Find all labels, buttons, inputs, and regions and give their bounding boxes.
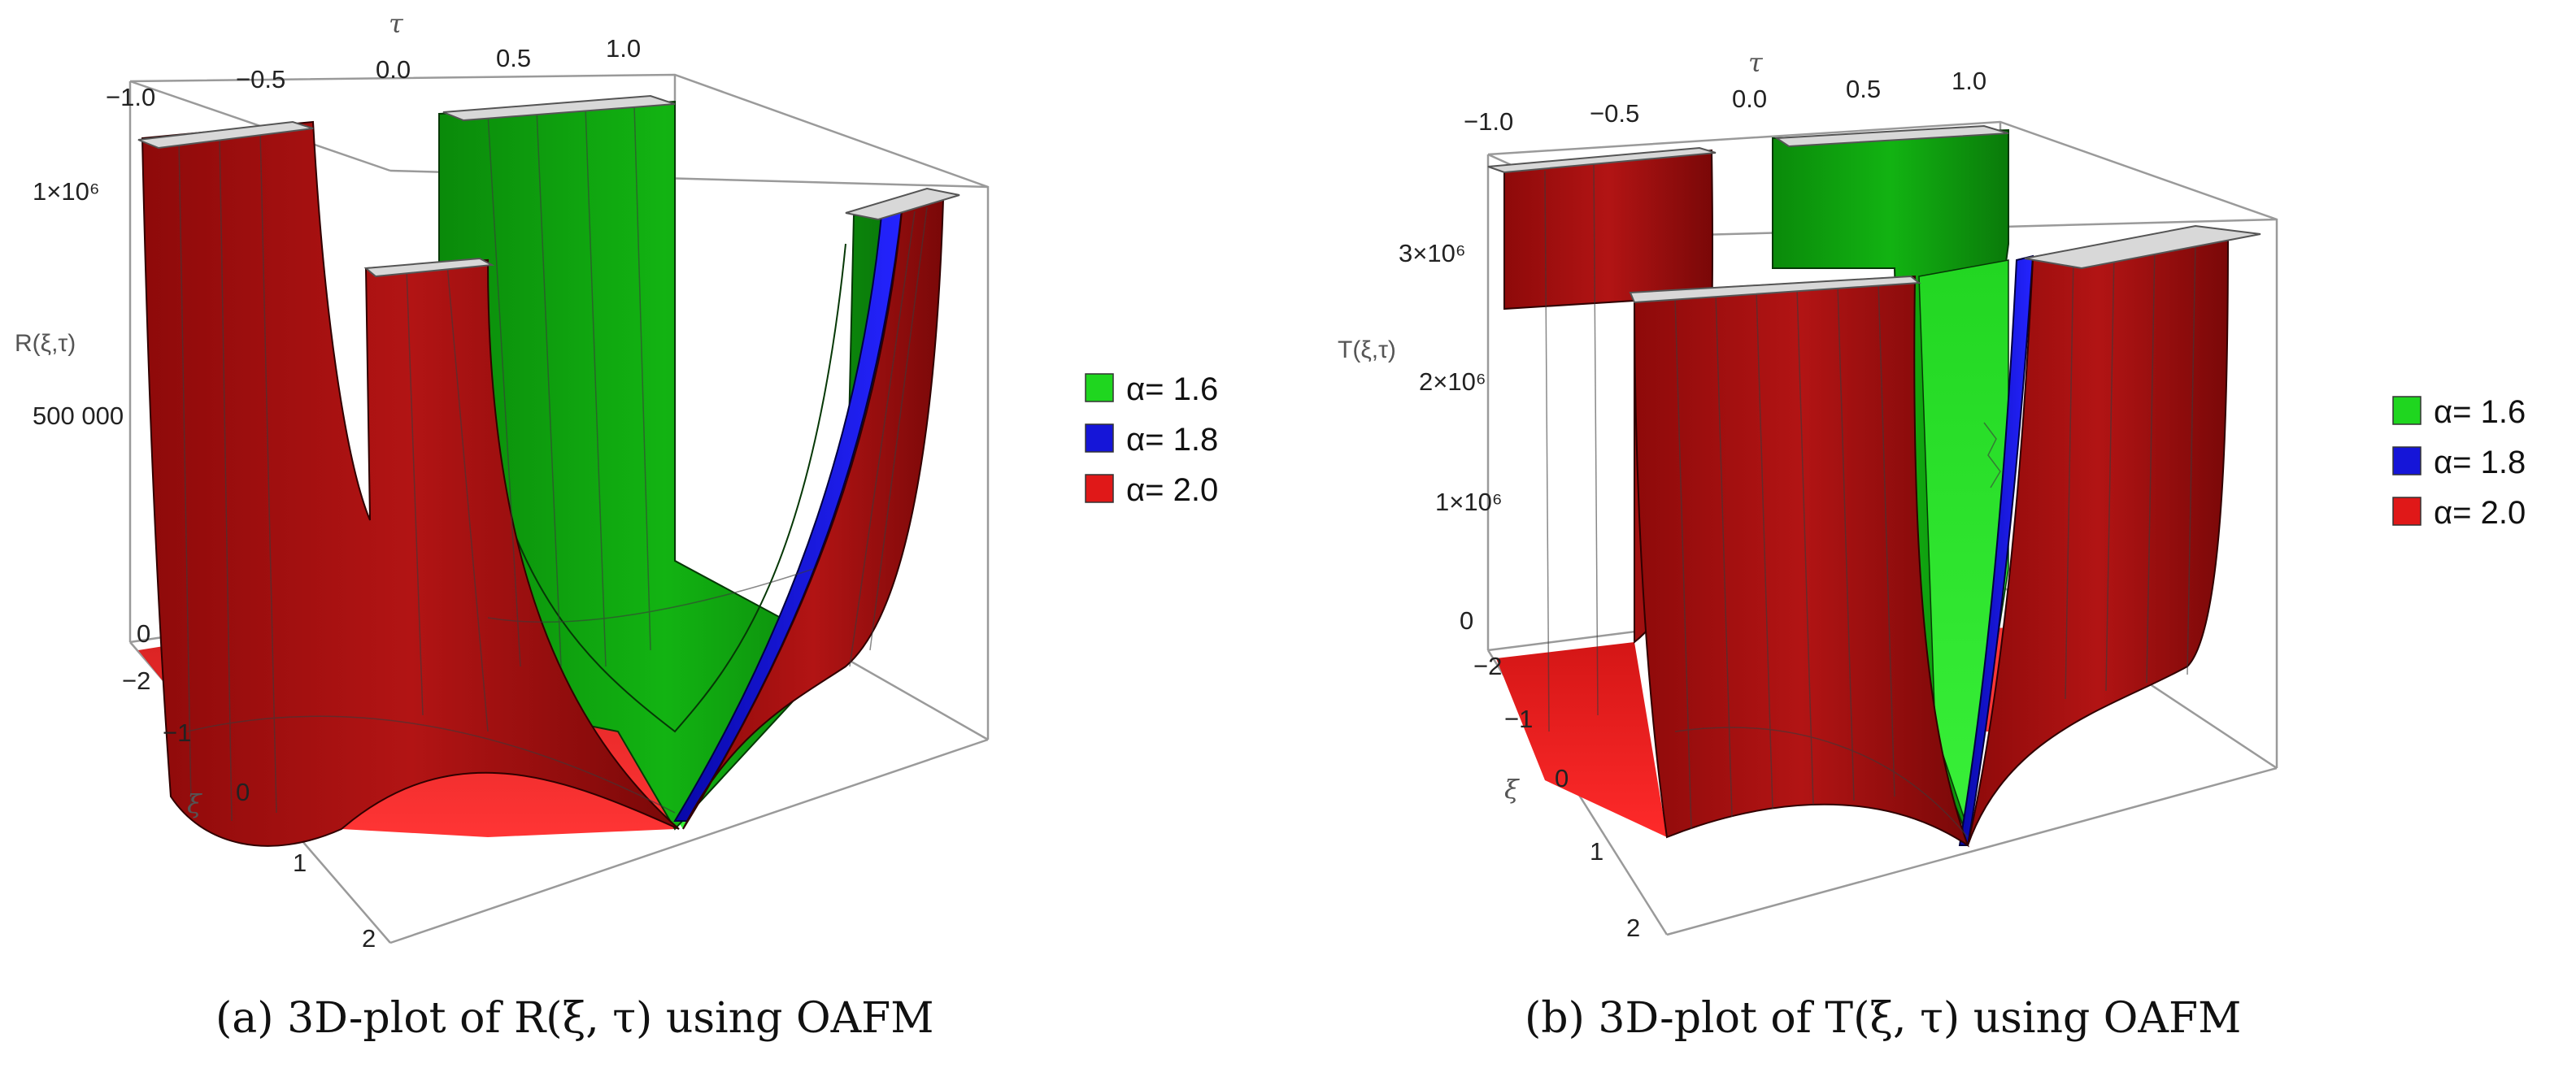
legend-swatch-b-1 xyxy=(2392,446,2422,475)
legend-item-a-2: α= 2.0 xyxy=(1085,472,1218,508)
legend-item-b-1: α= 1.8 xyxy=(2392,445,2526,480)
tau-tick-a-4: 0.5 xyxy=(496,44,531,72)
legend-item-a-1: α= 1.8 xyxy=(1085,422,1218,458)
surface-floor-red-b xyxy=(1496,642,1667,837)
xi-tick-a-3: 0 xyxy=(236,778,250,806)
legend-label-b-2: α= 2.0 xyxy=(2434,495,2526,531)
surface-red-right-a xyxy=(682,198,945,830)
xi-label-b: ξ xyxy=(1504,774,1520,805)
box-back-edges-b xyxy=(1487,120,2278,768)
legend-label-a-1: α= 1.8 xyxy=(1126,422,1218,458)
caption-b: (b) 3D-plot of T(ξ, τ) using OAFM xyxy=(1525,994,2241,1043)
cap-right-b xyxy=(2024,224,2261,270)
tau-label-a: τ xyxy=(389,8,404,39)
surface-red-left-a xyxy=(141,120,680,847)
cap-left-a xyxy=(137,120,314,150)
box-back-edges-a xyxy=(129,73,990,740)
xi-label-a: ξ xyxy=(187,788,202,819)
cap-mid-a xyxy=(363,257,495,278)
legend-item-b-0: α= 1.6 xyxy=(2392,394,2526,430)
xi-tick-b-3: 0 xyxy=(1555,764,1569,792)
tau-ticks-a: −1.0 −0.5 0.0 0.5 1.0 xyxy=(106,34,641,111)
tau-tick-b-2: −0.5 xyxy=(1590,99,1639,128)
xi-ticks-a: −2 −1 0 1 2 xyxy=(122,666,376,953)
legend-label-b-0: α= 1.6 xyxy=(2434,394,2526,430)
legend-swatch-a-1 xyxy=(1085,423,1114,453)
z-tick-b-4: 0 xyxy=(1460,606,1473,635)
z-tick-b-2: 2×10⁶ xyxy=(1419,367,1486,396)
z-tick-a-3: 0 xyxy=(137,619,150,648)
cap-right-a xyxy=(845,187,960,221)
surface-red-right-b xyxy=(1967,234,2230,846)
caption-a: (a) 3D-plot of R(ξ, τ) using OAFM xyxy=(215,994,934,1043)
z-tick-b-3: 1×10⁶ xyxy=(1435,488,1503,516)
legend-label-a-2: α= 2.0 xyxy=(1126,472,1218,508)
tau-tick-b-3: 0.0 xyxy=(1732,85,1767,113)
cap-back-a xyxy=(442,94,676,122)
legend-swatch-b-0 xyxy=(2392,396,2422,425)
xi-tick-a-1: −2 xyxy=(122,666,150,695)
tau-tick-b-4: 0.5 xyxy=(1846,75,1881,103)
xi-tick-b-2: −1 xyxy=(1504,705,1533,733)
legend-label-b-1: α= 1.8 xyxy=(2434,445,2526,480)
xi-tick-a-5: 2 xyxy=(362,924,376,953)
cap-back-b xyxy=(1773,124,2009,148)
panel-b: −1.0 −0.5 0.0 0.5 1.0 τ −2 −1 0 1 2 ξ 3×… xyxy=(1338,47,2526,1043)
panel-a: −1.0 −0.5 0.0 0.5 1.0 τ −2 −1 0 1 2 ξ 1×… xyxy=(15,8,1218,1043)
tau-tick-b-1: −1.0 xyxy=(1464,107,1513,136)
z-tick-a-2: 500 000 xyxy=(33,402,124,430)
xi-tick-b-4: 1 xyxy=(1590,837,1603,866)
legend-swatch-a-0 xyxy=(1085,373,1114,402)
z-label-b: T(ξ,τ) xyxy=(1338,336,1396,363)
mesh-lines-b xyxy=(1544,162,2196,838)
tau-tick-b-5: 1.0 xyxy=(1952,67,1986,95)
xi-ticks-b: −2 −1 0 1 2 xyxy=(1473,652,1640,942)
tau-tick-a-3: 0.0 xyxy=(376,55,411,84)
xi-tick-b-5: 2 xyxy=(1626,914,1640,942)
surface-red-front-b xyxy=(1633,275,1969,848)
cap-left-b xyxy=(1487,146,1717,174)
tau-label-b: τ xyxy=(1748,47,1764,78)
tau-tick-a-5: 1.0 xyxy=(606,34,641,63)
tau-ticks-b: −1.0 −0.5 0.0 0.5 1.0 xyxy=(1464,67,1986,136)
box-edge-a6 xyxy=(389,738,989,944)
legend-item-b-2: α= 2.0 xyxy=(2392,495,2526,531)
z-label-a: R(ξ,τ) xyxy=(15,330,76,357)
legend-swatch-b-2 xyxy=(2392,497,2422,526)
z-tick-a-1: 1×10⁶ xyxy=(33,177,100,206)
xi-tick-a-2: −1 xyxy=(163,719,191,747)
cap-front-b xyxy=(1629,275,1921,304)
mesh-lines-a xyxy=(178,103,928,822)
legend-a: α= 1.6 α= 1.8 α= 2.0 xyxy=(1085,371,1218,508)
z-tick-b-1: 3×10⁶ xyxy=(1399,239,1466,267)
legend-item-a-0: α= 1.6 xyxy=(1085,371,1218,407)
tau-tick-a-2: −0.5 xyxy=(236,65,285,93)
box-edge-b6 xyxy=(1666,766,2278,936)
xi-tick-a-4: 1 xyxy=(293,849,307,877)
legend-swatch-a-2 xyxy=(1085,474,1114,503)
xi-tick-b-1: −2 xyxy=(1473,652,1502,680)
legend-label-a-0: α= 1.6 xyxy=(1126,371,1218,407)
tau-tick-a-1: −1.0 xyxy=(106,83,155,111)
legend-b: α= 1.6 α= 1.8 α= 2.0 xyxy=(2392,394,2526,531)
